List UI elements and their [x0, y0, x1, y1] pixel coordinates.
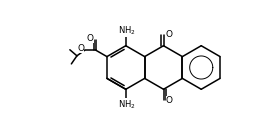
Text: O: O: [166, 96, 173, 105]
Text: NH$_2$: NH$_2$: [118, 24, 136, 37]
Text: O: O: [87, 34, 93, 43]
Text: O: O: [77, 44, 84, 53]
Text: O: O: [166, 30, 173, 39]
Text: NH$_2$: NH$_2$: [118, 98, 136, 111]
